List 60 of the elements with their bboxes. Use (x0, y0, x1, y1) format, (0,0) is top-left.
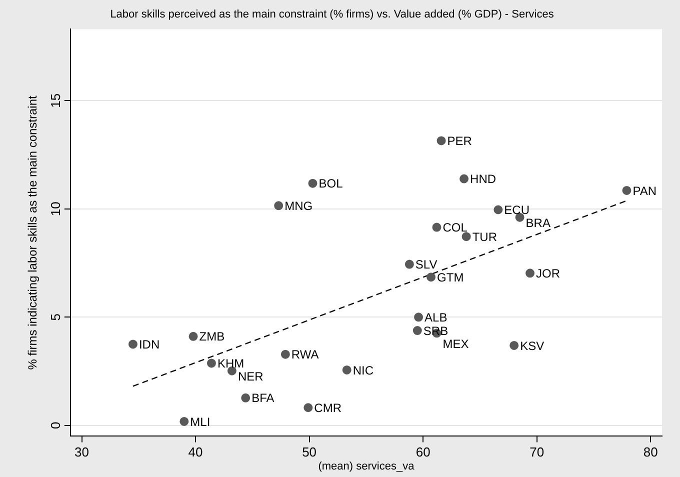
point (526, 268, 535, 278)
x-axis-title: (mean) services_va (318, 460, 416, 472)
point (510, 340, 519, 350)
point (342, 365, 352, 374)
annotation: KHM (217, 356, 244, 371)
point (462, 232, 471, 242)
annotation: NER (238, 370, 264, 384)
annotation: ECU (504, 203, 530, 218)
point (436, 136, 446, 146)
point (622, 186, 632, 195)
point (426, 272, 436, 282)
annotation: SRB (423, 324, 448, 338)
annotation: BRA (526, 216, 550, 230)
annotation: BFA (252, 391, 274, 406)
y-axis-title: % firms indicating labor skills as the main constraint (26, 94, 40, 370)
annotation: BOL (318, 176, 344, 191)
y-tick-label: 0 (48, 422, 63, 429)
annotation: ALB (424, 310, 448, 324)
point (206, 358, 216, 368)
point (274, 201, 284, 210)
annotation: ZMB (199, 330, 225, 344)
annotation: RWA (291, 348, 319, 362)
annotation: NIC (352, 363, 374, 378)
x-tick-label: 30 (74, 444, 90, 460)
point (304, 403, 313, 412)
point (494, 205, 503, 214)
annotation: PAN (632, 184, 657, 198)
annotation: HND (470, 172, 496, 186)
annotation: MLI (190, 414, 210, 429)
annotation: JOR (536, 266, 560, 280)
point (412, 326, 422, 336)
y-tick-label: 5 (48, 314, 63, 321)
point (414, 312, 424, 322)
annotation: MEX (442, 336, 469, 351)
y-tick-label: 10 (48, 202, 63, 216)
point (460, 174, 469, 184)
annotation: TUR (472, 230, 498, 244)
point (188, 332, 198, 341)
chart-title: Labor skills perceived as the main constraint (% firms) vs. Value added (% GDP) - Services (110, 8, 554, 21)
y-tick-label: 15 (48, 93, 63, 108)
annotation: SLV (415, 258, 438, 272)
annotation: PER (447, 134, 472, 148)
annotation: GTM (437, 270, 464, 284)
point (280, 350, 290, 359)
point (308, 178, 318, 188)
x-tick-label: 80 (643, 444, 658, 460)
point (180, 416, 189, 426)
annotation: IDN (138, 338, 160, 352)
x-tick-label: 40 (188, 444, 203, 460)
annotation: MNG (284, 198, 313, 213)
point (404, 260, 414, 269)
annotation: KSV (520, 338, 544, 353)
point (241, 393, 250, 402)
x-tick-label: 50 (302, 444, 317, 460)
x-tick-label: 60 (416, 444, 430, 460)
point (432, 222, 442, 232)
annotation: CMR (314, 400, 342, 415)
annotation: COL (442, 220, 468, 235)
x-tick-label: 70 (530, 444, 544, 460)
point (128, 340, 138, 349)
